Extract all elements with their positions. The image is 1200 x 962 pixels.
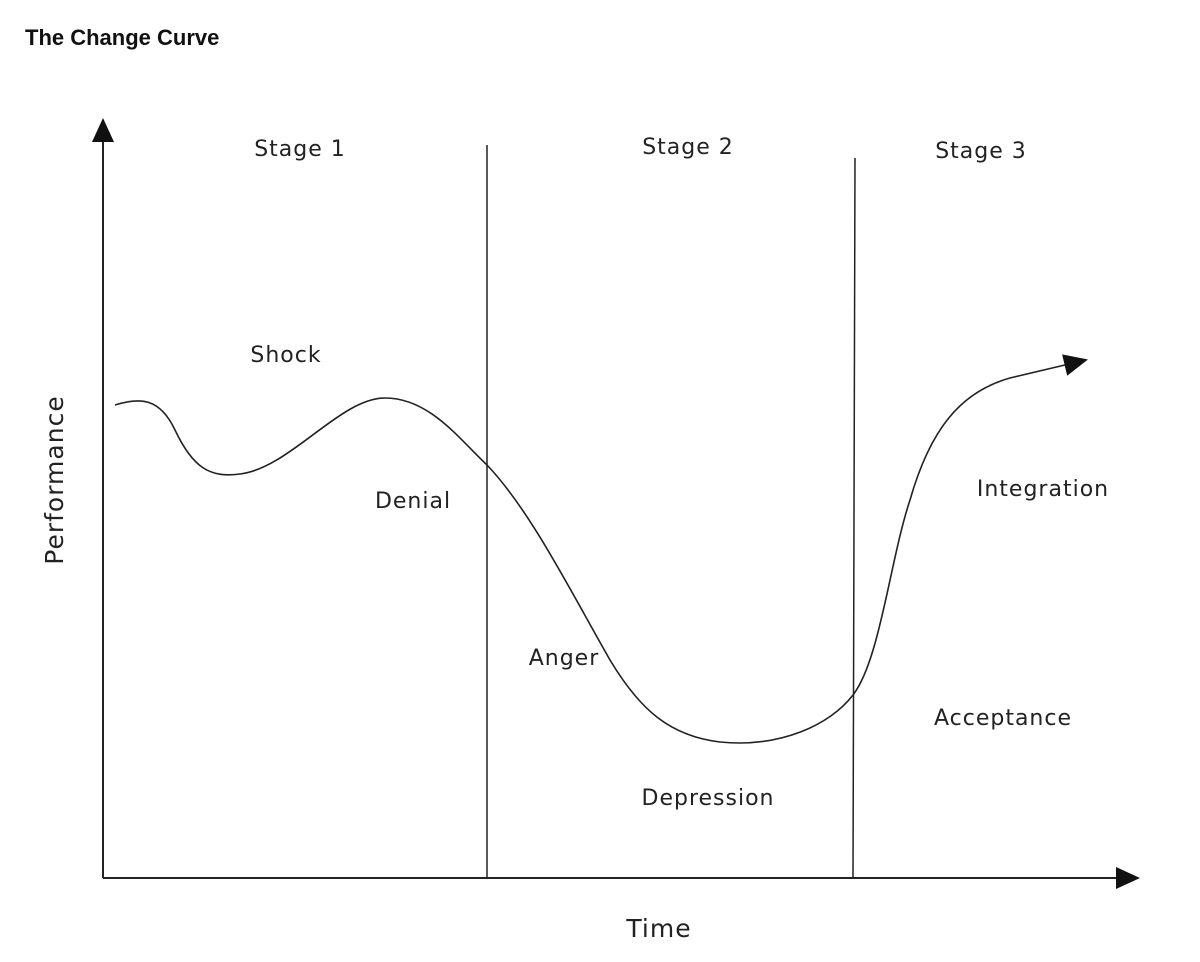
stage-label: Stage 1	[254, 137, 346, 162]
phase-label: Denial	[375, 489, 451, 514]
stage-divider	[852, 157, 856, 879]
phase-label: Anger	[529, 646, 600, 671]
stage-label: Stage 3	[935, 139, 1027, 164]
phase-label: Depression	[642, 786, 775, 811]
stage-label: Stage 2	[642, 135, 734, 160]
phase-label: Shock	[250, 343, 321, 368]
title: The Change Curve	[25, 25, 219, 50]
change-curve	[114, 354, 1088, 744]
phase-label: Acceptance	[934, 706, 1072, 731]
phase-label: Integration	[977, 477, 1109, 502]
x-axis-label: Time	[625, 914, 691, 943]
y-axis-label: Performance	[40, 395, 69, 564]
